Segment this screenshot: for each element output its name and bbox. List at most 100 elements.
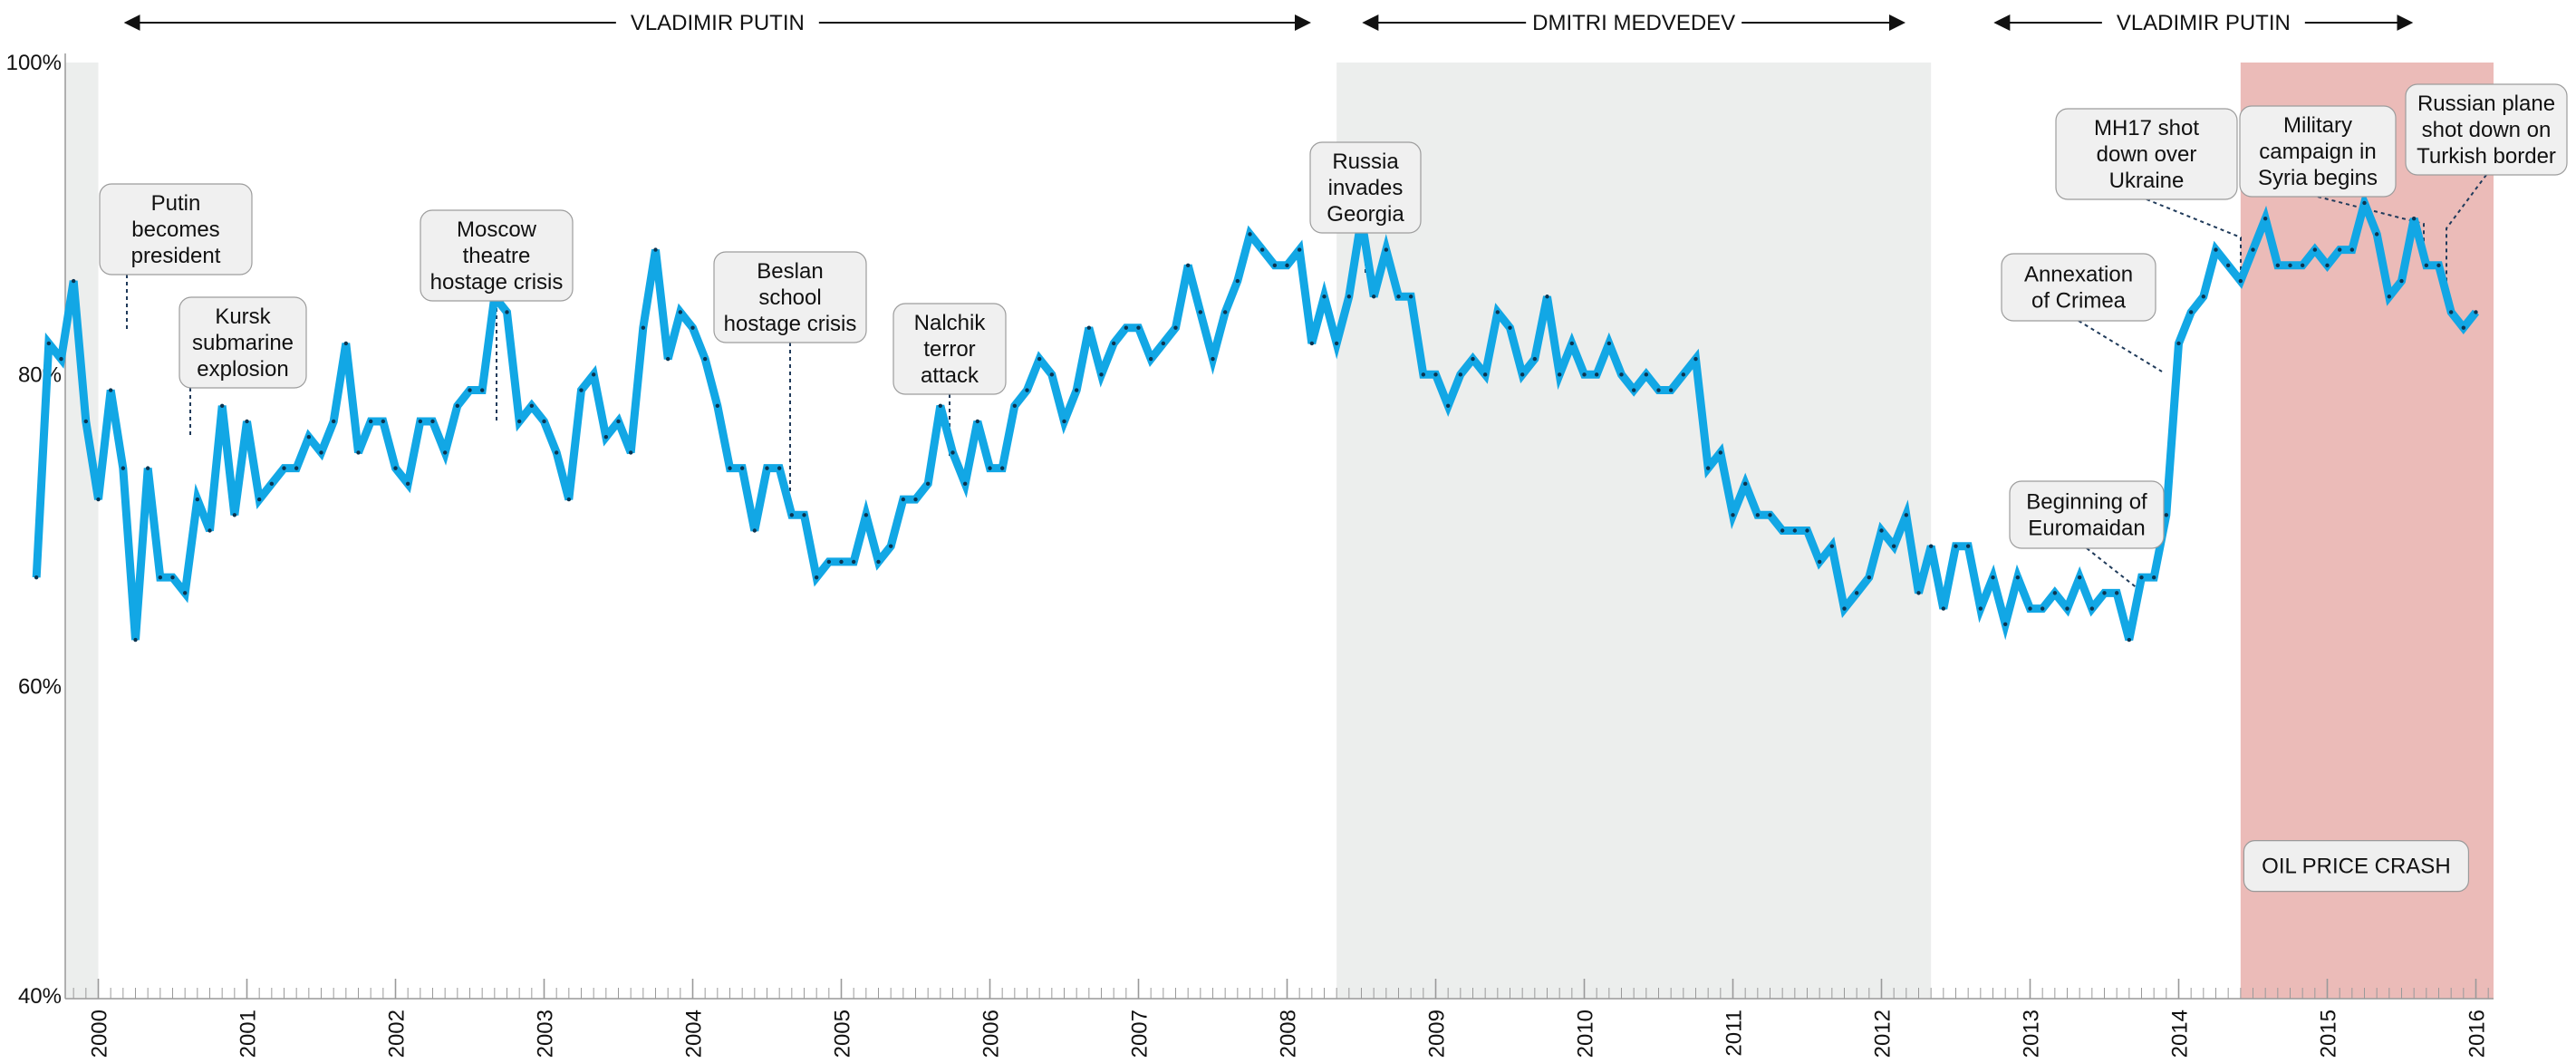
data-point: [579, 388, 584, 392]
annotation-text: Russia: [1332, 150, 1399, 174]
data-point: [356, 450, 361, 455]
data-point: [1792, 528, 1798, 533]
annotation-text: Moscow: [457, 217, 537, 242]
annotation-leader: [2446, 174, 2487, 295]
data-point: [232, 513, 237, 517]
shaded-period-2: [1336, 63, 1932, 999]
annotation-text: theatre: [463, 244, 531, 268]
annotation-text: Beslan: [757, 259, 823, 284]
annotation-text: shot down on: [2422, 118, 2552, 142]
data-point: [442, 450, 448, 455]
annotation-text: invades: [1328, 176, 1404, 200]
data-point: [2262, 216, 2268, 221]
data-point: [2164, 513, 2169, 517]
data-point: [1904, 513, 1909, 517]
data-point: [1037, 356, 1042, 362]
data-point: [1471, 356, 1475, 362]
data-point: [1272, 263, 1278, 268]
data-point: [1074, 388, 1079, 392]
data-point: [1780, 528, 1785, 533]
era-label: VLADIMIR PUTIN: [2117, 11, 2291, 35]
data-point: [863, 513, 869, 517]
annotation-box: [1309, 141, 1422, 234]
data-point: [2214, 247, 2218, 252]
data-point: [950, 450, 955, 455]
data-point: [603, 435, 609, 440]
data-point: [641, 325, 646, 330]
data-point: [455, 403, 460, 408]
data-point: [1532, 356, 1538, 362]
data-point: [1185, 263, 1191, 268]
annotation-text: hostage crisis: [430, 270, 564, 295]
data-point: [591, 372, 596, 377]
data-point: [1235, 278, 1240, 284]
data-point: [282, 466, 286, 470]
data-point: [1842, 606, 1847, 611]
data-point: [170, 575, 175, 580]
data-point: [802, 513, 806, 517]
data-point: [1012, 403, 1018, 408]
data-point: [554, 450, 559, 455]
annotation-text: Beginning of: [2026, 490, 2147, 515]
data-point: [1954, 544, 1958, 548]
data-point: [1111, 341, 1116, 346]
y-tick-label: 40%: [18, 984, 62, 1009]
data-point: [83, 419, 89, 424]
data-point: [2387, 295, 2392, 299]
data-point: [1991, 575, 1995, 580]
data-point: [851, 559, 856, 565]
shaded-periods: OIL PRICE CRASH: [65, 63, 2494, 999]
data-point: [2275, 263, 2281, 268]
data-point: [962, 481, 968, 487]
annotation-leader: [2086, 547, 2139, 590]
data-point: [1508, 325, 1512, 330]
x-tick-label: 2003: [534, 1010, 558, 1058]
data-point: [2139, 575, 2144, 580]
data-point: [739, 466, 745, 470]
annotation-text: Russian plane: [2417, 92, 2555, 116]
data-point: [158, 575, 163, 580]
annotation-text: down over: [2097, 142, 2197, 167]
data-point: [2114, 591, 2119, 595]
oil-price-crash-box: [2243, 840, 2470, 893]
data-point: [2349, 247, 2355, 252]
x-tick-label: 2008: [1277, 1010, 1301, 1058]
annotation-leaders: [126, 174, 2487, 590]
annotation-text: Military: [2283, 113, 2352, 138]
data-point: [1346, 295, 1352, 299]
data-point: [2238, 278, 2243, 284]
data-point: [195, 497, 200, 502]
x-tick-label: 2011: [1722, 1010, 1747, 1057]
data-point: [1867, 575, 1872, 580]
annotation-text: explosion: [197, 357, 288, 382]
x-tick-label: 2010: [1574, 1010, 1598, 1058]
data-point: [1136, 325, 1141, 330]
data-point: [1211, 356, 1215, 362]
data-point: [418, 419, 423, 424]
data-point: [2127, 637, 2132, 643]
data-point: [319, 450, 323, 455]
annotation-box: [178, 296, 307, 389]
data-point: [1173, 325, 1178, 330]
data-point: [2089, 606, 2095, 611]
data-point: [1482, 372, 1488, 377]
data-point: [34, 575, 39, 580]
annotation-text: submarine: [192, 331, 294, 355]
data-point: [888, 544, 893, 548]
annotation-text: president: [131, 244, 221, 268]
annotation-text: Nalchik: [914, 311, 987, 335]
data-point: [2300, 263, 2305, 268]
data-point: [71, 278, 76, 284]
data-point: [1445, 403, 1451, 408]
data-point: [393, 466, 398, 470]
x-tick-label: 2009: [1425, 1010, 1450, 1058]
data-point: [294, 466, 299, 470]
x-tick-label: 2000: [88, 1010, 112, 1058]
data-point: [789, 513, 795, 517]
data-point: [1396, 295, 1401, 299]
data-point: [715, 403, 720, 408]
data-point: [2325, 263, 2330, 268]
data-point: [1693, 356, 1698, 362]
data-point: [1545, 295, 1549, 299]
data-point: [2436, 263, 2441, 268]
